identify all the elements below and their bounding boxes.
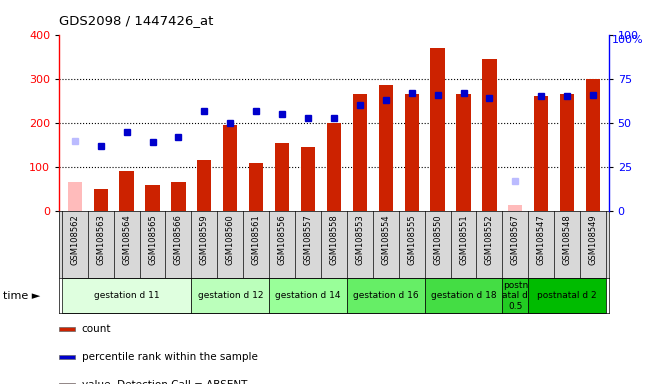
Bar — [353, 94, 367, 211]
Text: GSM108554: GSM108554 — [381, 215, 390, 265]
Bar — [275, 143, 290, 211]
Text: time ►: time ► — [3, 291, 41, 301]
Text: gestation d 18: gestation d 18 — [431, 291, 496, 300]
Text: GSM108565: GSM108565 — [148, 215, 157, 265]
Bar — [424, 278, 503, 313]
Bar — [528, 278, 606, 313]
Text: GSM108564: GSM108564 — [122, 215, 131, 265]
Text: GSM108561: GSM108561 — [252, 215, 261, 265]
Bar — [482, 59, 497, 211]
Bar — [405, 94, 418, 211]
Text: GSM108552: GSM108552 — [485, 215, 494, 265]
Text: GSM108556: GSM108556 — [278, 215, 287, 265]
Bar — [347, 278, 424, 313]
Bar — [560, 94, 574, 211]
Bar — [59, 327, 75, 331]
Text: GSM108560: GSM108560 — [226, 215, 235, 265]
Bar — [145, 185, 160, 211]
Text: value, Detection Call = ABSENT: value, Detection Call = ABSENT — [82, 380, 247, 384]
Bar — [191, 278, 269, 313]
Bar — [120, 172, 134, 211]
Text: gestation d 11: gestation d 11 — [94, 291, 159, 300]
Text: 100%: 100% — [611, 35, 643, 45]
Text: GSM108557: GSM108557 — [303, 215, 313, 265]
Text: GSM108563: GSM108563 — [96, 215, 105, 265]
Text: GSM108562: GSM108562 — [70, 215, 79, 265]
Bar — [534, 96, 548, 211]
Bar — [93, 189, 108, 211]
Bar — [301, 147, 315, 211]
Bar — [586, 79, 600, 211]
Text: GSM108548: GSM108548 — [563, 215, 572, 265]
Text: gestation d 16: gestation d 16 — [353, 291, 418, 300]
Bar — [171, 182, 186, 211]
Bar — [508, 205, 522, 211]
Text: GSM108558: GSM108558 — [330, 215, 338, 265]
Bar — [62, 278, 191, 313]
Text: GSM108555: GSM108555 — [407, 215, 416, 265]
Text: percentile rank within the sample: percentile rank within the sample — [82, 352, 257, 362]
Text: GSM108550: GSM108550 — [433, 215, 442, 265]
Text: GSM108559: GSM108559 — [200, 215, 209, 265]
Text: gestation d 12: gestation d 12 — [197, 291, 263, 300]
Bar — [378, 85, 393, 211]
Bar — [503, 278, 528, 313]
Text: GSM108547: GSM108547 — [537, 215, 545, 265]
Text: GDS2098 / 1447426_at: GDS2098 / 1447426_at — [59, 14, 214, 27]
Bar — [59, 383, 75, 384]
Bar — [249, 163, 263, 211]
Bar — [430, 48, 445, 211]
Bar — [223, 125, 238, 211]
Text: postnatal d 2: postnatal d 2 — [538, 291, 597, 300]
Text: gestation d 14: gestation d 14 — [275, 291, 341, 300]
Text: GSM108567: GSM108567 — [511, 215, 520, 265]
Bar — [197, 161, 211, 211]
Bar — [327, 123, 341, 211]
Bar — [457, 94, 470, 211]
Text: postn
atal d
0.5: postn atal d 0.5 — [503, 281, 528, 311]
Text: GSM108551: GSM108551 — [459, 215, 468, 265]
Text: GSM108549: GSM108549 — [589, 215, 597, 265]
Text: count: count — [82, 324, 111, 334]
Bar — [269, 278, 347, 313]
Text: GSM108553: GSM108553 — [355, 215, 365, 265]
Text: GSM108566: GSM108566 — [174, 215, 183, 265]
Bar — [59, 355, 75, 359]
Bar — [68, 182, 82, 211]
